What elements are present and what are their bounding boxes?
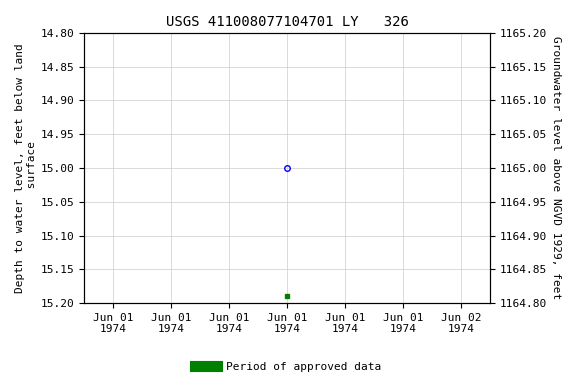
Title: USGS 411008077104701 LY   326: USGS 411008077104701 LY 326	[166, 15, 408, 29]
Legend: Period of approved data: Period of approved data	[191, 358, 385, 377]
Y-axis label: Depth to water level, feet below land
 surface: Depth to water level, feet below land su…	[15, 43, 37, 293]
Y-axis label: Groundwater level above NGVD 1929, feet: Groundwater level above NGVD 1929, feet	[551, 36, 561, 300]
